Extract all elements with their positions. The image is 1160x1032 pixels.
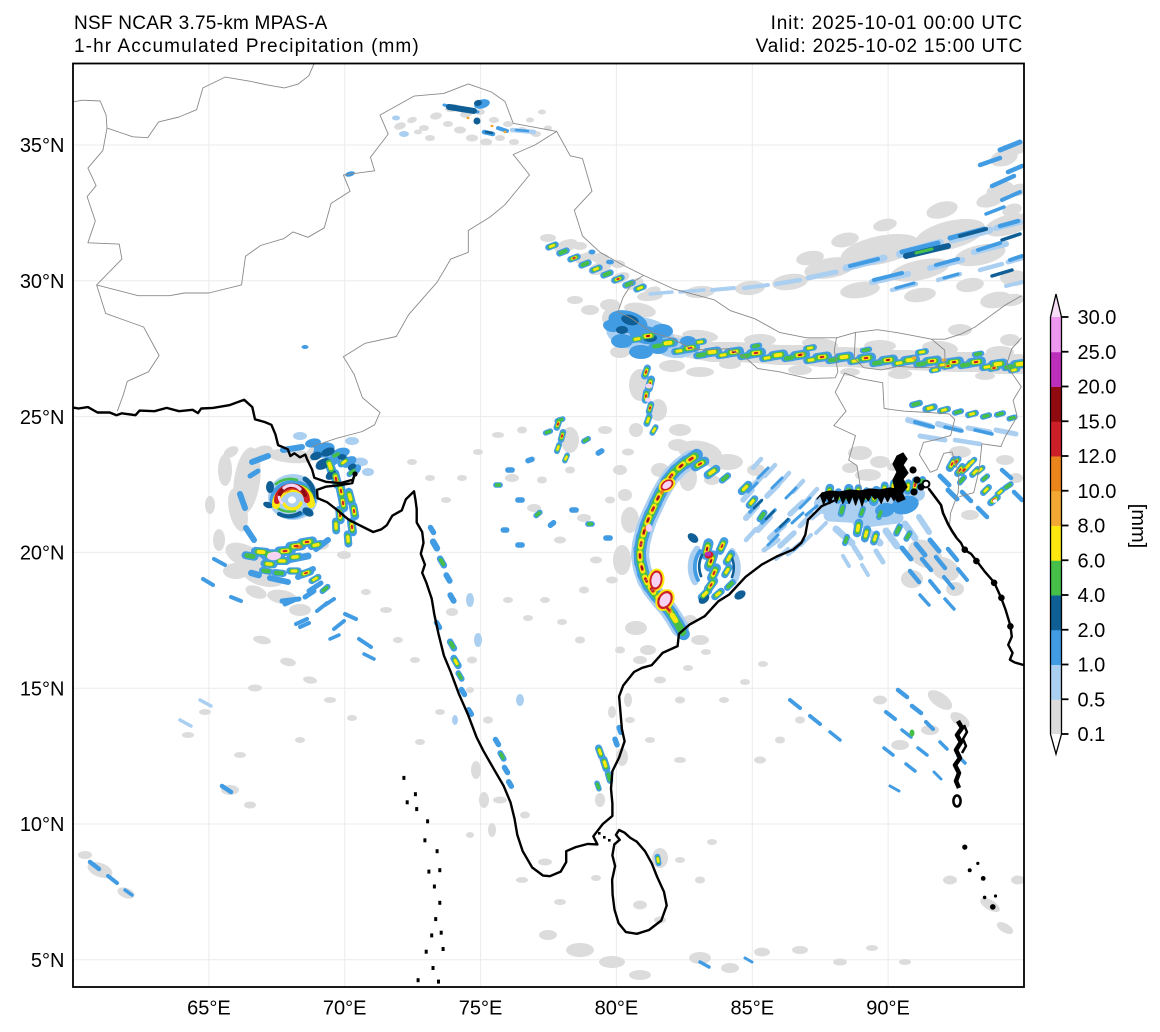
- svg-text:1.0: 1.0: [1078, 655, 1106, 677]
- svg-text:35°N: 35°N: [20, 135, 65, 157]
- svg-text:65°E: 65°E: [187, 998, 231, 1020]
- svg-text:6.0: 6.0: [1078, 550, 1106, 572]
- svg-text:Valid: 2025-10-02 15:00 UTC: Valid: 2025-10-02 15:00 UTC: [756, 36, 1023, 57]
- svg-text:1-hr Accumulated Precipitation: 1-hr Accumulated Precipitation (mm): [74, 36, 420, 57]
- svg-text:20°N: 20°N: [20, 543, 65, 565]
- svg-text:85°E: 85°E: [731, 998, 775, 1020]
- svg-text:0.1: 0.1: [1078, 724, 1106, 746]
- svg-text:30°N: 30°N: [20, 271, 65, 293]
- svg-text:0.5: 0.5: [1078, 689, 1106, 711]
- svg-text:8.0: 8.0: [1078, 516, 1106, 538]
- svg-text:Init: 2025-10-01 00:00 UTC: Init: 2025-10-01 00:00 UTC: [771, 13, 1023, 34]
- svg-text:15°N: 15°N: [20, 678, 65, 700]
- svg-text:80°E: 80°E: [595, 998, 639, 1020]
- svg-text:15.0: 15.0: [1078, 411, 1117, 433]
- svg-text:[mm]: [mm]: [1127, 504, 1149, 548]
- svg-text:25.0: 25.0: [1078, 342, 1117, 364]
- svg-text:12.0: 12.0: [1078, 446, 1117, 468]
- svg-text:10°N: 10°N: [20, 814, 65, 836]
- svg-text:25°N: 25°N: [20, 407, 65, 429]
- svg-text:70°E: 70°E: [323, 998, 367, 1020]
- svg-text:2.0: 2.0: [1078, 620, 1106, 642]
- svg-text:4.0: 4.0: [1078, 585, 1106, 607]
- svg-text:5°N: 5°N: [31, 950, 65, 972]
- svg-text:20.0: 20.0: [1078, 377, 1117, 399]
- svg-text:30.0: 30.0: [1078, 307, 1117, 329]
- svg-text:10.0: 10.0: [1078, 481, 1117, 503]
- svg-text:90°E: 90°E: [866, 998, 910, 1020]
- svg-text:NSF NCAR 3.75-km MPAS-A: NSF NCAR 3.75-km MPAS-A: [74, 13, 328, 34]
- svg-text:75°E: 75°E: [459, 998, 503, 1020]
